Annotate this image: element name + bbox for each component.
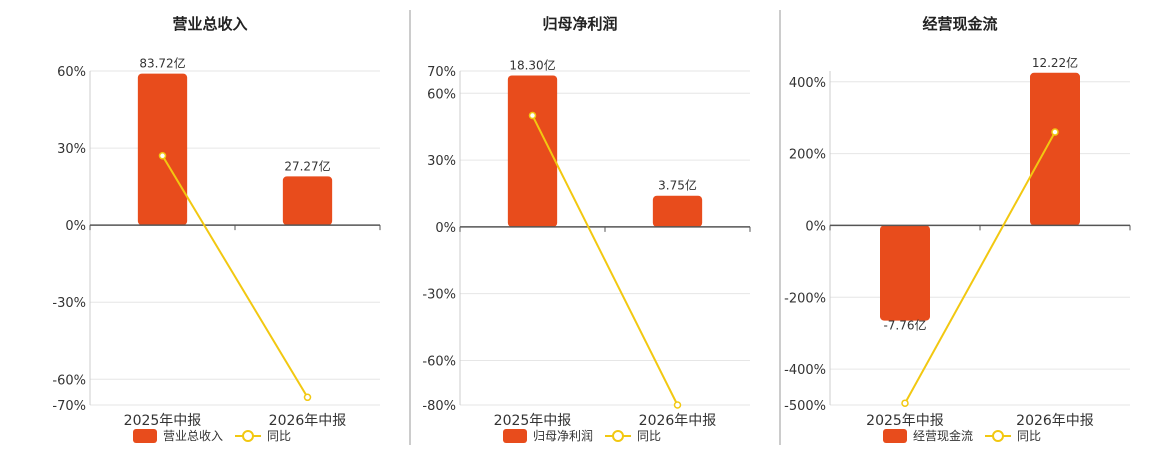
legend-line-label: 同比	[637, 429, 661, 443]
bar	[652, 195, 703, 227]
y-tick-label: 0%	[65, 219, 86, 234]
bar	[282, 176, 333, 226]
line-point	[528, 111, 537, 120]
y-tick-label: -80%	[422, 399, 456, 414]
line-point	[901, 399, 909, 407]
chart-title: 归母净利润	[542, 15, 617, 33]
legend-line-marker	[992, 430, 1004, 442]
legend-bar-label: 归母净利润	[533, 429, 593, 443]
bar-data-label: 27.27亿	[284, 158, 330, 173]
line-point	[1051, 128, 1059, 136]
legend-bar-swatch	[883, 429, 907, 443]
bar	[137, 73, 188, 226]
chart-title: 营业总收入	[172, 15, 247, 33]
y-tick-label: 30%	[57, 142, 86, 157]
y-tick-label: -60%	[422, 354, 456, 369]
bar-data-label: 3.75亿	[658, 178, 697, 193]
y-tick-label: -30%	[52, 296, 86, 311]
bar	[1030, 72, 1080, 226]
bar-data-label: 12.22亿	[1032, 55, 1078, 70]
y-tick-label: 60%	[427, 87, 456, 102]
legend-line-marker	[612, 430, 624, 442]
line-series-path	[904, 131, 1056, 404]
legend-bar-swatch	[133, 429, 157, 443]
line-series-path	[161, 155, 309, 398]
y-tick-label: -200%	[784, 291, 826, 306]
x-category-label: 2025年中报	[866, 413, 944, 429]
x-category-label: 2026年中报	[639, 413, 717, 429]
bar	[880, 225, 930, 321]
line-point	[158, 152, 167, 160]
bar-data-label: 83.72亿	[139, 56, 185, 71]
y-tick-label: 0%	[435, 221, 456, 236]
y-tick-label: 70%	[427, 65, 456, 80]
bar-data-label: 18.30亿	[509, 57, 555, 72]
y-tick-label: -30%	[422, 288, 456, 303]
y-tick-label: 0%	[805, 219, 826, 234]
y-tick-label: 400%	[789, 76, 826, 91]
y-tick-label: -60%	[52, 373, 86, 388]
legend-line-label: 同比	[1017, 429, 1041, 443]
y-tick-label: -400%	[784, 363, 826, 378]
legend-bar-label: 经营现金流	[913, 428, 973, 443]
x-category-label: 2025年中报	[494, 413, 572, 429]
y-tick-label: 30%	[427, 154, 456, 169]
x-category-label: 2026年中报	[269, 413, 347, 429]
legend-bar-label: 营业总收入	[163, 429, 223, 443]
y-tick-label: -500%	[784, 399, 826, 414]
y-tick-label: 200%	[789, 148, 826, 163]
x-category-label: 2026年中报	[1016, 413, 1094, 429]
legend-bar-swatch	[503, 429, 527, 443]
bar	[507, 75, 558, 227]
legend-line-label: 同比	[267, 429, 291, 443]
line-series-path	[531, 115, 679, 406]
legend-line-marker	[242, 430, 254, 442]
chart-title: 经营现金流	[922, 15, 997, 33]
line-point	[303, 393, 312, 402]
bar-data-label: -7.76亿	[883, 318, 926, 333]
x-category-label: 2025年中报	[124, 413, 202, 429]
y-tick-label: -70%	[52, 399, 86, 414]
line-point	[673, 401, 682, 409]
y-tick-label: 60%	[57, 65, 86, 80]
